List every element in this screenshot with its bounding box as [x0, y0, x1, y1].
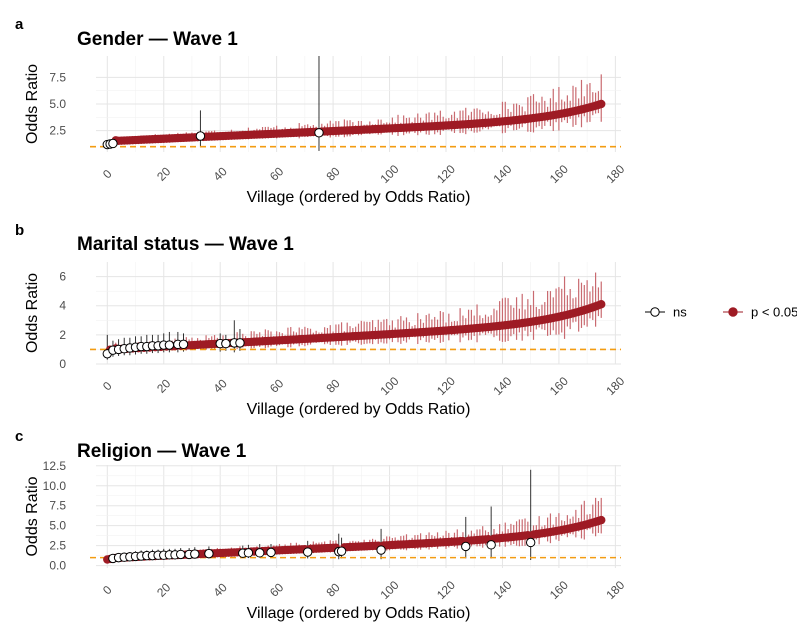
- panel-title: Religion — Wave 1: [77, 441, 247, 462]
- panel-a-chart: a Gender — Wave 1 2.5 5.0 7.5 0 20 40 60 80 100 120…: [15, 16, 628, 206]
- y-axis-title: Odds Ratio: [24, 273, 41, 353]
- y-tick-label: 0: [59, 357, 66, 371]
- x-tick-label: 180: [603, 162, 627, 186]
- x-axis-title: Village (ordered by Odds Ratio): [247, 401, 471, 418]
- point-ns: [164, 340, 175, 350]
- point-ns: [461, 541, 471, 552]
- x-tick-label: 140: [490, 162, 514, 186]
- point-ns: [525, 537, 536, 548]
- x-tick-label: 20: [154, 376, 174, 396]
- x-axis-title: Village (ordered by Odds Ratio): [247, 605, 471, 622]
- x-tick-label: 40: [211, 376, 231, 396]
- y-tick-label: 5.0: [49, 519, 66, 533]
- x-tick-label: 120: [434, 374, 458, 398]
- y-axis-title: Odds Ratio: [24, 64, 41, 144]
- point-significant: [597, 515, 606, 525]
- point-ns: [108, 138, 118, 149]
- point-ns: [195, 131, 206, 141]
- y-tick-label: 2.5: [49, 539, 66, 553]
- panel-c-chart: c Religion — Wave 1 0.0 2.5 5.0 7.5 10.0 12.5 0 2…: [15, 428, 628, 622]
- y-tick-label: 7.5: [49, 70, 66, 84]
- x-tick-label: 40: [211, 164, 231, 184]
- point-ns: [178, 339, 189, 350]
- data-points: [102, 99, 606, 150]
- point-ns: [235, 338, 245, 348]
- y-axis-title: Odds Ratio: [24, 476, 41, 556]
- x-tick-label: 60: [267, 376, 287, 396]
- x-tick-label: 140: [490, 578, 514, 602]
- legend-label: ns: [673, 305, 687, 320]
- y-tick-label: 10.0: [43, 479, 67, 493]
- x-tick-label: 0: [100, 166, 115, 181]
- point-ns: [336, 546, 347, 556]
- x-tick-label: 120: [434, 162, 458, 186]
- legend-label: p < 0.05: [751, 305, 797, 320]
- y-tick-label: 5.0: [49, 97, 66, 111]
- point-ns: [243, 548, 254, 558]
- point-significant: [597, 99, 606, 109]
- x-tick-label: 40: [211, 580, 231, 600]
- point-ns: [314, 128, 324, 138]
- y-tick-label: 6: [59, 270, 66, 284]
- y-tick-label: 7.5: [49, 499, 66, 513]
- x-tick-label: 0: [100, 378, 115, 393]
- panel-title: Gender — Wave 1: [77, 29, 238, 50]
- y-tick-label: 0.0: [49, 559, 66, 573]
- x-tick-label: 160: [547, 162, 571, 186]
- x-tick-label: 20: [154, 580, 174, 600]
- panel-letter: a: [15, 16, 24, 33]
- x-tick-label: 160: [547, 374, 571, 398]
- y-tick-label: 2: [59, 328, 66, 342]
- point-ns: [190, 549, 200, 559]
- point-significant: [597, 300, 606, 309]
- point-ns: [376, 545, 386, 555]
- panel-letter: c: [15, 428, 23, 445]
- x-tick-label: 0: [100, 582, 115, 597]
- legend: ns p < 0.05: [645, 305, 797, 320]
- point-ns: [486, 540, 496, 550]
- x-tick-label: 180: [603, 374, 627, 398]
- point-ns: [302, 547, 313, 557]
- x-tick-label: 140: [490, 374, 514, 398]
- x-tick-label: 60: [267, 164, 287, 184]
- x-tick-label: 80: [323, 164, 343, 184]
- x-axis-title: Village (ordered by Odds Ratio): [247, 189, 471, 206]
- point-ns: [221, 338, 231, 349]
- x-tick-label: 100: [378, 374, 402, 398]
- data-points: [103, 515, 606, 564]
- y-tick-label: 12.5: [43, 459, 67, 473]
- y-tick-label: 4: [59, 299, 66, 313]
- x-tick-label: 100: [378, 578, 402, 602]
- point-ns: [175, 549, 186, 560]
- x-tick-label: 180: [603, 578, 627, 602]
- y-tick-label: 2.5: [49, 124, 66, 138]
- x-tick-label: 120: [434, 578, 458, 602]
- x-tick-label: 80: [323, 580, 343, 600]
- x-tick-label: 20: [154, 164, 174, 184]
- x-tick-label: 160: [547, 578, 571, 602]
- point-ns: [255, 548, 265, 558]
- x-tick-label: 100: [378, 162, 402, 186]
- point-ns: [266, 547, 276, 558]
- data-points: [102, 300, 606, 359]
- x-tick-label: 60: [267, 580, 287, 600]
- legend-key-ns: [650, 307, 660, 317]
- point-ns: [204, 548, 214, 559]
- panel-letter: b: [15, 222, 24, 239]
- x-tick-label: 80: [323, 376, 343, 396]
- panel-title: Marital status — Wave 1: [77, 234, 294, 255]
- legend-key-significant: [728, 307, 738, 317]
